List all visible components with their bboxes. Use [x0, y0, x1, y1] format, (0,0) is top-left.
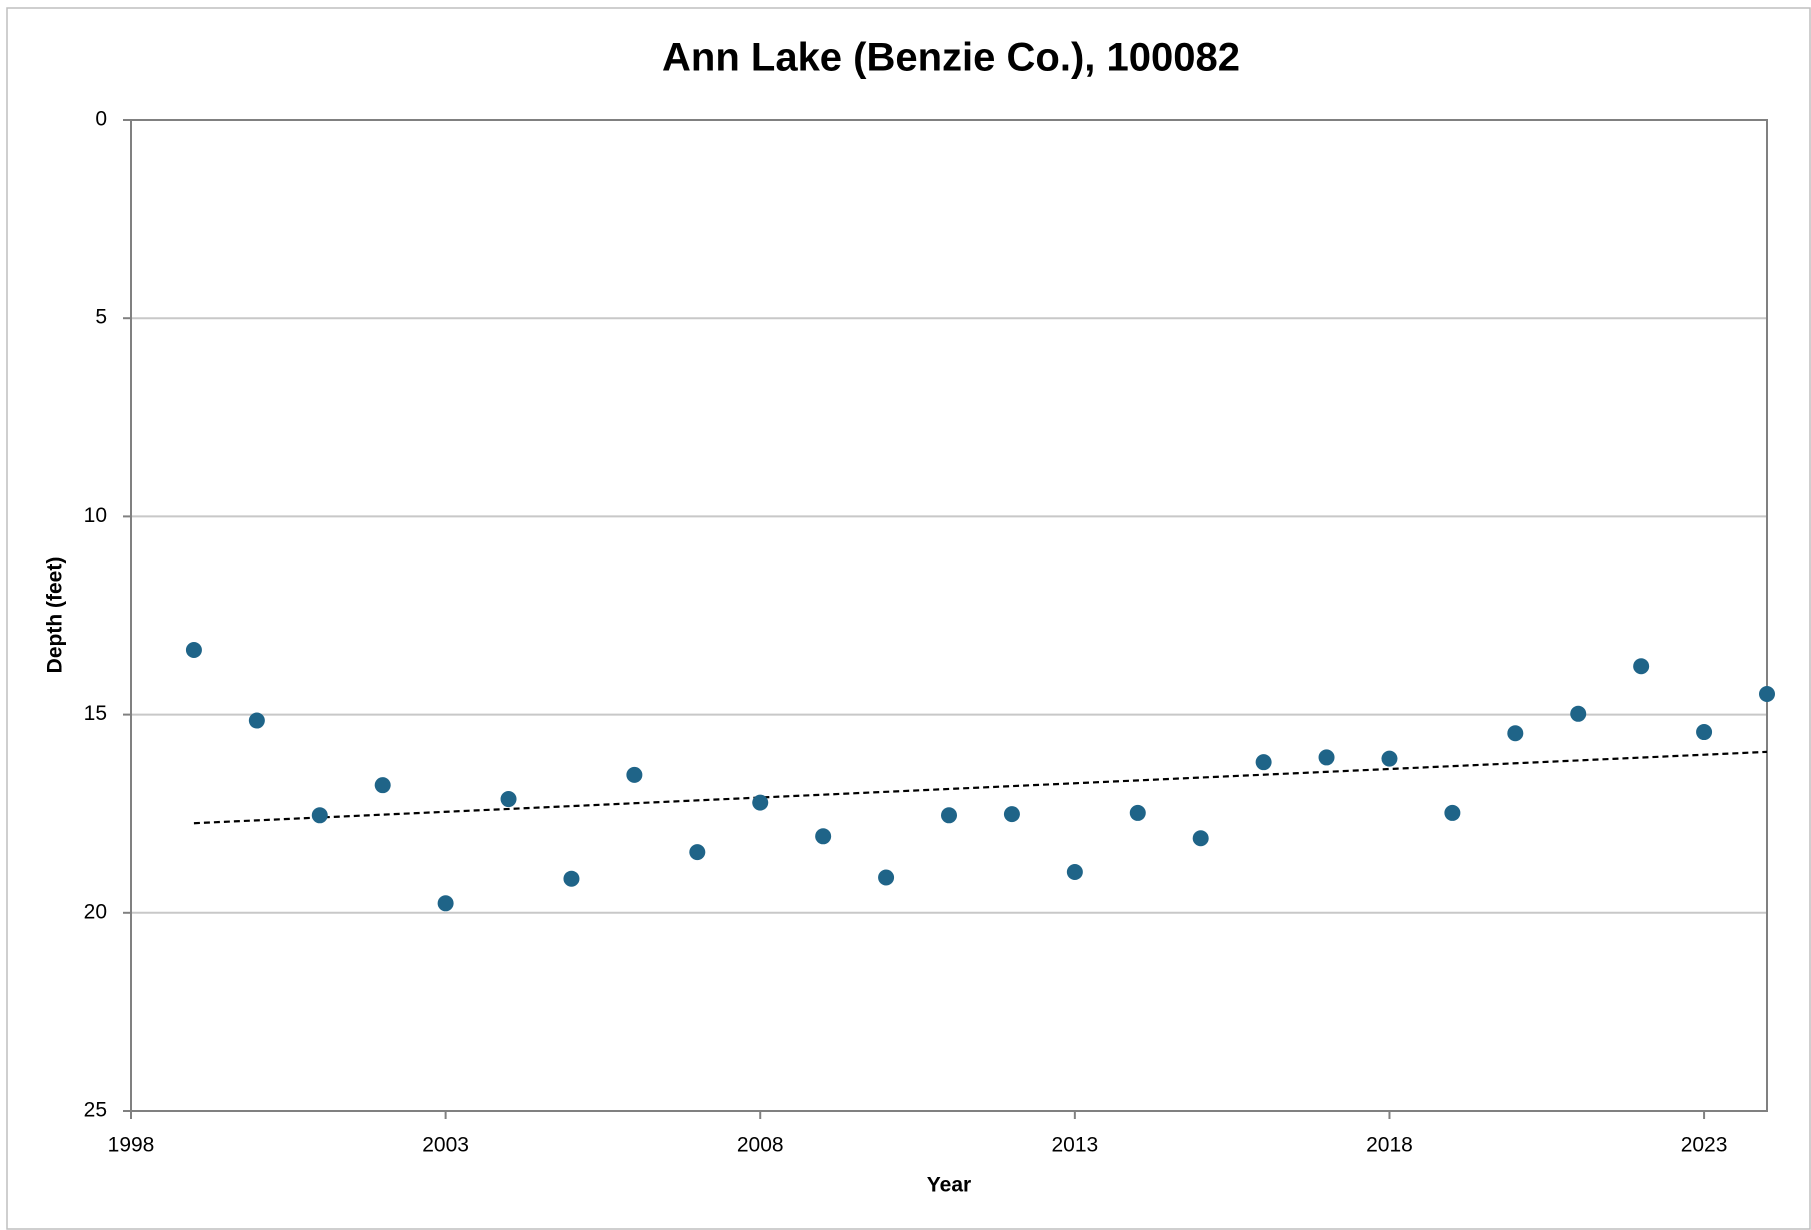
data-point	[941, 807, 957, 824]
y-tick-label: 0	[95, 108, 107, 131]
data-point	[626, 766, 643, 783]
chart-title: Ann Lake (Benzie Co.), 100082	[662, 36, 1240, 80]
data-point	[1570, 705, 1587, 722]
data-point	[500, 791, 517, 808]
y-tick-label: 10	[84, 504, 107, 527]
data-point	[815, 828, 832, 845]
data-point	[1381, 750, 1398, 767]
plot-border	[130, 119, 1768, 1112]
data-point	[1066, 863, 1083, 880]
data-point	[311, 807, 328, 824]
data-point	[374, 777, 391, 794]
data-point	[185, 641, 202, 658]
trendline	[193, 750, 1768, 825]
data-point	[437, 895, 454, 912]
y-tick-label: 20	[84, 900, 107, 923]
data-point	[1129, 804, 1146, 821]
data-point	[1255, 754, 1272, 771]
chart-frame	[6, 7, 1811, 1230]
y-tick-label: 5	[95, 306, 107, 329]
data-point	[1318, 749, 1335, 766]
data-point	[1444, 804, 1461, 821]
data-point	[689, 844, 706, 861]
x-tick-label: 2013	[1051, 1134, 1098, 1157]
x-tick-label: 2023	[1681, 1134, 1728, 1157]
x-tick-label: 2018	[1366, 1134, 1413, 1157]
data-point	[752, 794, 769, 811]
x-tick-label: 2008	[737, 1134, 784, 1157]
data-point	[1696, 724, 1713, 741]
data-point	[1192, 830, 1209, 847]
data-point	[1003, 806, 1020, 823]
data-point	[1759, 685, 1775, 702]
data-point	[563, 870, 580, 887]
data-point	[1507, 725, 1524, 742]
x-tick-label: 2003	[422, 1134, 469, 1157]
data-point	[248, 712, 265, 729]
y-tick-label: 15	[84, 702, 107, 725]
y-axis-title: Depth (feet)	[44, 557, 67, 674]
y-tick-label: 25	[84, 1099, 107, 1122]
x-tick-label: 1998	[108, 1134, 155, 1157]
x-axis-title: Year	[927, 1174, 971, 1197]
data-point	[1633, 658, 1650, 675]
data-point	[878, 869, 895, 886]
